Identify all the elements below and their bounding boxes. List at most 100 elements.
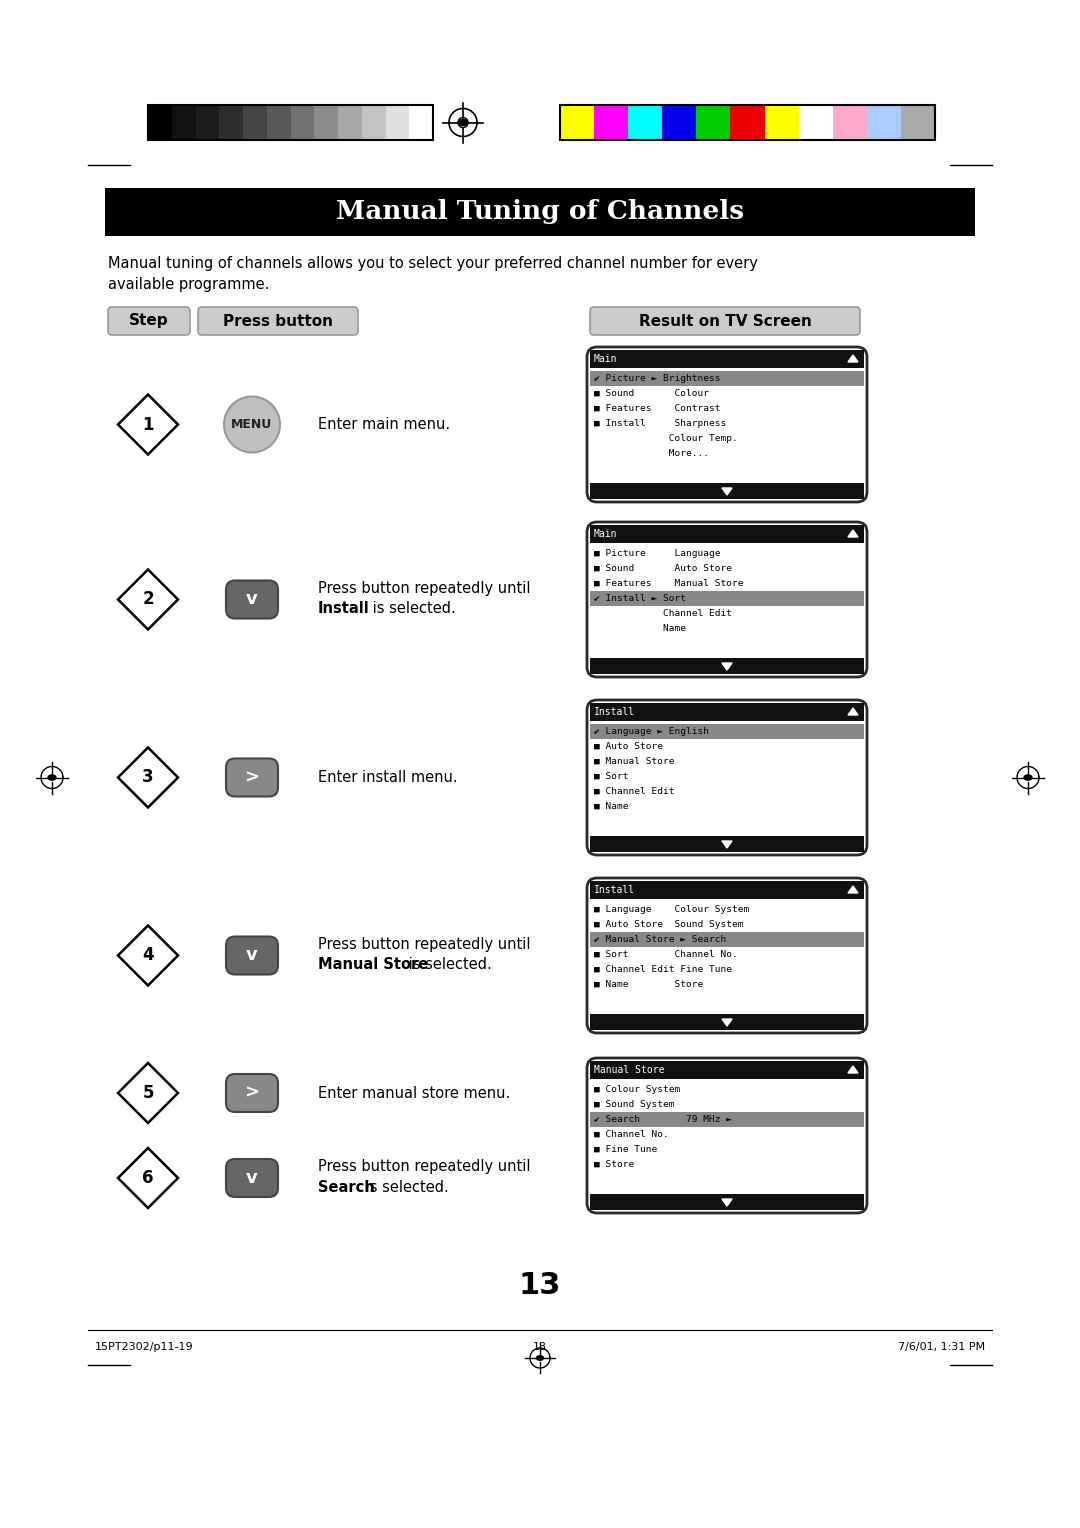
Text: ✔ Search        79 MHz ►: ✔ Search 79 MHz ► [594, 1115, 732, 1125]
Text: ■ Features    Contrast: ■ Features Contrast [594, 403, 720, 413]
Text: ■ Channel Edit Fine Tune: ■ Channel Edit Fine Tune [594, 966, 732, 973]
Text: 2: 2 [143, 590, 153, 608]
FancyBboxPatch shape [226, 581, 278, 619]
Text: ■ Channel No.: ■ Channel No. [594, 1131, 669, 1138]
Bar [314, 105, 338, 141]
Text: ■ Sort: ■ Sort [594, 772, 629, 781]
Text: ■ Name        Store: ■ Name Store [594, 979, 703, 989]
FancyBboxPatch shape [226, 758, 278, 796]
FancyBboxPatch shape [588, 700, 867, 856]
Text: More...: More... [594, 449, 708, 458]
FancyBboxPatch shape [226, 937, 278, 975]
Circle shape [224, 396, 280, 452]
Polygon shape [848, 354, 858, 362]
Polygon shape [723, 1019, 732, 1025]
Text: Press button: Press button [222, 313, 333, 329]
Text: Enter manual store menu.: Enter manual store menu. [318, 1085, 510, 1100]
FancyBboxPatch shape [198, 307, 357, 335]
Text: Manual Store: Manual Store [594, 1065, 664, 1076]
Bar [867, 105, 902, 141]
Text: 13: 13 [518, 1270, 562, 1299]
Bar [590, 836, 864, 853]
Bar [590, 371, 864, 387]
Polygon shape [723, 487, 732, 495]
Bar [590, 1060, 864, 1079]
Bar [798, 105, 834, 141]
Text: Colour Temp.: Colour Temp. [594, 434, 738, 443]
Text: Manual tuning of channels allows you to select your preferred channel number for: Manual tuning of channels allows you to … [108, 257, 758, 292]
Text: Step: Step [130, 313, 168, 329]
Bar [362, 105, 386, 141]
FancyBboxPatch shape [590, 307, 860, 335]
Polygon shape [723, 840, 732, 848]
Text: is selected.: is selected. [404, 957, 492, 972]
Text: Press button repeatedly until: Press button repeatedly until [318, 1160, 530, 1175]
Text: is selected.: is selected. [368, 601, 456, 616]
Text: v: v [246, 1169, 258, 1187]
FancyBboxPatch shape [226, 1074, 278, 1112]
Bar [662, 105, 697, 141]
Text: ■ Picture     Language: ■ Picture Language [594, 549, 720, 558]
Text: ■ Name: ■ Name [594, 802, 629, 811]
Bar [590, 724, 864, 740]
FancyBboxPatch shape [108, 307, 190, 335]
Text: ✔ Picture ► Brightness: ✔ Picture ► Brightness [594, 374, 720, 384]
Text: Press button repeatedly until: Press button repeatedly until [318, 581, 530, 596]
Text: ■ Sound System: ■ Sound System [594, 1100, 675, 1109]
Polygon shape [118, 394, 178, 454]
Text: ■ Install     Sharpness: ■ Install Sharpness [594, 419, 726, 428]
Text: Main: Main [594, 529, 618, 539]
Text: >: > [244, 769, 259, 787]
Text: ■ Language    Colour System: ■ Language Colour System [594, 905, 750, 914]
Text: ■ Sound       Auto Store: ■ Sound Auto Store [594, 564, 732, 573]
Bar [195, 105, 219, 141]
Text: ■ Features    Manual Store: ■ Features Manual Store [594, 579, 743, 588]
Bar [148, 105, 433, 141]
Text: Manual Tuning of Channels: Manual Tuning of Channels [336, 200, 744, 225]
Bar [594, 105, 629, 141]
Text: is selected.: is selected. [361, 1180, 449, 1195]
Bar [590, 1112, 864, 1128]
FancyBboxPatch shape [588, 523, 867, 677]
Text: Install: Install [318, 601, 369, 616]
Polygon shape [723, 663, 732, 669]
Bar [590, 1015, 864, 1030]
Bar [590, 659, 864, 674]
Ellipse shape [537, 1355, 543, 1360]
Polygon shape [118, 1063, 178, 1123]
Text: Result on TV Screen: Result on TV Screen [638, 313, 811, 329]
Text: Name: Name [594, 623, 686, 633]
Bar [561, 105, 595, 141]
Text: 15PT2302/p11-19: 15PT2302/p11-19 [95, 1342, 193, 1352]
Text: Install: Install [594, 707, 635, 717]
Polygon shape [118, 570, 178, 630]
Text: ■ Sound       Colour: ■ Sound Colour [594, 390, 708, 397]
Text: Channel Edit: Channel Edit [594, 610, 732, 617]
Text: ■ Sort        Channel No.: ■ Sort Channel No. [594, 950, 738, 960]
Bar [590, 1193, 864, 1210]
Bar [697, 105, 731, 141]
Bar [730, 105, 765, 141]
Bar [267, 105, 291, 141]
Bar [561, 105, 935, 141]
Polygon shape [848, 1067, 858, 1073]
Text: ✔ Language ► English: ✔ Language ► English [594, 727, 708, 736]
Text: v: v [246, 590, 258, 608]
Bar [833, 105, 867, 141]
Polygon shape [118, 926, 178, 986]
FancyBboxPatch shape [588, 879, 867, 1033]
Bar [409, 105, 433, 141]
Text: ■ Fine Tune: ■ Fine Tune [594, 1144, 658, 1154]
Text: 13: 13 [534, 1342, 546, 1352]
Text: Enter main menu.: Enter main menu. [318, 417, 450, 432]
Text: Manual Store: Manual Store [318, 957, 429, 972]
Text: ✔ Install ► Sort: ✔ Install ► Sort [594, 594, 686, 604]
Text: ■ Auto Store  Sound System: ■ Auto Store Sound System [594, 920, 743, 929]
Text: Press button repeatedly until: Press button repeatedly until [318, 937, 530, 952]
Text: ■ Store: ■ Store [594, 1160, 634, 1169]
Polygon shape [848, 707, 858, 715]
Text: MENU: MENU [231, 419, 272, 431]
Polygon shape [118, 1148, 178, 1209]
Ellipse shape [1024, 775, 1032, 781]
Bar [243, 105, 267, 141]
